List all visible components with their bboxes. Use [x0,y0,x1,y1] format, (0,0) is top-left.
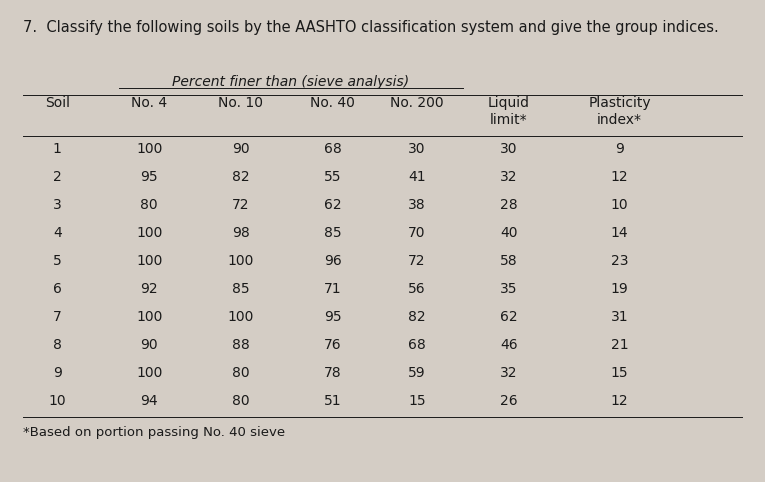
Text: 85: 85 [232,282,250,296]
Text: 32: 32 [500,170,517,184]
Text: 15: 15 [408,394,426,408]
Text: 7: 7 [53,310,62,324]
Text: 46: 46 [500,338,518,352]
Text: 68: 68 [408,338,426,352]
Text: No. 40: No. 40 [311,96,355,110]
Text: 31: 31 [610,310,629,324]
Text: 40: 40 [500,226,517,240]
Text: 72: 72 [409,254,425,268]
Text: 30: 30 [409,142,425,156]
Text: 7.  Classify the following soils by the AASHTO classification system and give th: 7. Classify the following soils by the A… [23,20,718,35]
Text: Plasticity
index*: Plasticity index* [588,96,651,127]
Text: 1: 1 [53,142,62,156]
Text: 59: 59 [408,366,426,380]
Text: 62: 62 [324,198,342,212]
Text: 41: 41 [408,170,426,184]
Text: 71: 71 [324,282,342,296]
Text: 26: 26 [500,394,518,408]
Text: 55: 55 [324,170,341,184]
Text: 100: 100 [136,226,162,240]
Text: 6: 6 [53,282,62,296]
Text: 30: 30 [500,142,517,156]
Text: 8: 8 [53,338,62,352]
Text: 32: 32 [500,366,517,380]
Text: 100: 100 [136,310,162,324]
Text: 4: 4 [53,226,62,240]
Text: 23: 23 [611,254,628,268]
Text: No. 4: No. 4 [131,96,168,110]
Text: 100: 100 [136,142,162,156]
Text: 95: 95 [140,170,158,184]
Text: No. 200: No. 200 [390,96,444,110]
Text: 98: 98 [232,226,250,240]
Text: 9: 9 [615,142,624,156]
Text: 15: 15 [610,366,629,380]
Text: 90: 90 [232,142,250,156]
Text: 82: 82 [408,310,426,324]
Text: 21: 21 [610,338,629,352]
Text: 28: 28 [500,198,518,212]
Text: 56: 56 [408,282,426,296]
Text: 90: 90 [140,338,158,352]
Text: 10: 10 [48,394,67,408]
Text: Soil: Soil [45,96,70,110]
Text: 76: 76 [324,338,342,352]
Text: 100: 100 [228,254,254,268]
Text: 35: 35 [500,282,517,296]
Text: 5: 5 [53,254,62,268]
Text: 72: 72 [233,198,249,212]
Text: 62: 62 [500,310,518,324]
Text: 94: 94 [140,394,158,408]
Text: 100: 100 [136,366,162,380]
Text: Liquid
limit*: Liquid limit* [488,96,529,127]
Text: 19: 19 [610,282,629,296]
Text: 95: 95 [324,310,342,324]
Text: 80: 80 [232,366,250,380]
Text: 38: 38 [408,198,426,212]
Text: 80: 80 [140,198,158,212]
Text: 85: 85 [324,226,342,240]
Text: 3: 3 [53,198,62,212]
Text: 100: 100 [136,254,162,268]
Text: Percent finer than (sieve analysis): Percent finer than (sieve analysis) [172,75,409,89]
Text: 80: 80 [232,394,250,408]
Text: 9: 9 [53,366,62,380]
Text: 14: 14 [610,226,629,240]
Text: 12: 12 [610,170,629,184]
Text: 58: 58 [500,254,518,268]
Text: No. 10: No. 10 [219,96,263,110]
Text: 2: 2 [53,170,62,184]
Text: 70: 70 [409,226,425,240]
Text: 10: 10 [610,198,629,212]
Text: 100: 100 [228,310,254,324]
Text: 68: 68 [324,142,342,156]
Text: 88: 88 [232,338,250,352]
Text: 78: 78 [324,366,342,380]
Text: 92: 92 [140,282,158,296]
Text: 82: 82 [232,170,250,184]
Text: 96: 96 [324,254,342,268]
Text: 51: 51 [324,394,342,408]
Text: *Based on portion passing No. 40 sieve: *Based on portion passing No. 40 sieve [23,426,285,439]
Text: 12: 12 [610,394,629,408]
